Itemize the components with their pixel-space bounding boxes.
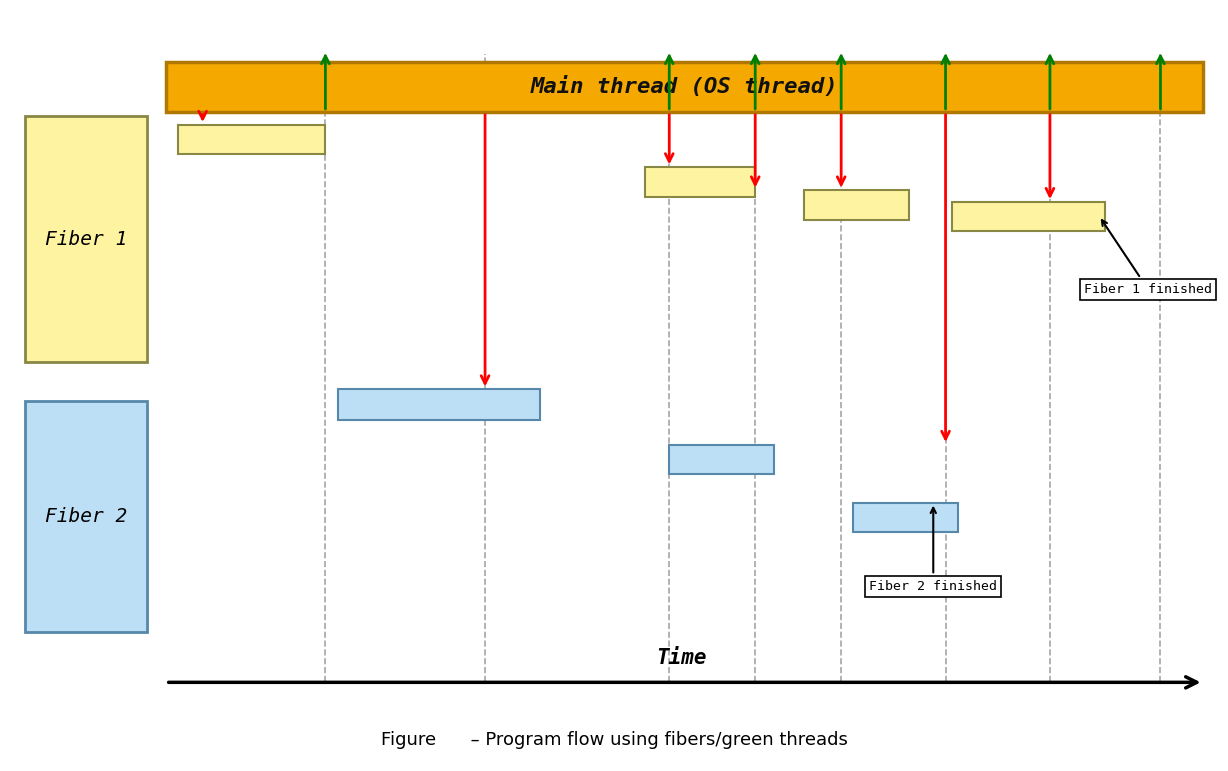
FancyBboxPatch shape [25,401,147,632]
FancyBboxPatch shape [804,190,909,220]
FancyBboxPatch shape [952,202,1105,231]
FancyBboxPatch shape [166,62,1203,112]
FancyBboxPatch shape [669,445,774,474]
Text: Main thread (OS thread): Main thread (OS thread) [530,76,839,97]
FancyBboxPatch shape [645,167,755,197]
FancyBboxPatch shape [853,503,958,532]
Text: Fiber 1: Fiber 1 [45,230,126,248]
Text: Fiber 1 finished: Fiber 1 finished [1084,221,1212,296]
Text: Figure      – Program flow using fibers/green threads: Figure – Program flow using fibers/green… [381,731,847,749]
FancyBboxPatch shape [338,389,540,420]
FancyBboxPatch shape [25,116,147,362]
FancyBboxPatch shape [178,125,325,154]
Text: Fiber 2 finished: Fiber 2 finished [869,508,997,593]
Text: Time: Time [656,648,707,668]
Text: Fiber 2: Fiber 2 [45,507,126,526]
